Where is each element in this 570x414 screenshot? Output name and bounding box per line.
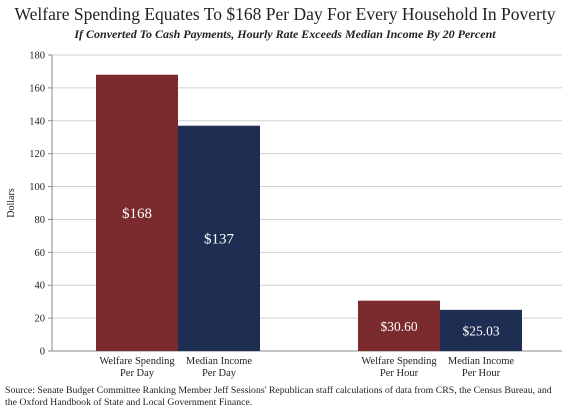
data-label: $168 [122, 206, 152, 222]
y-tick-label: 80 [35, 215, 46, 226]
bar [178, 125, 260, 351]
x-tick-label: Per Hour [380, 368, 419, 379]
y-tick-label: 60 [35, 248, 46, 259]
chart-subtitle: If Converted To Cash Payments, Hourly Ra… [74, 27, 496, 41]
x-tick-label: Median Income [186, 356, 253, 367]
bars [96, 74, 522, 351]
x-tick-label: Median Income [448, 356, 515, 367]
source-note: Source: Senate Budget Committee Ranking … [5, 385, 552, 408]
y-tick-label: 160 [29, 83, 45, 94]
y-tick-label: 100 [29, 182, 45, 193]
bar [96, 74, 178, 351]
bar [440, 309, 522, 351]
y-tick-label: 180 [29, 51, 45, 62]
y-tick-label: 140 [29, 116, 45, 127]
y-tick-label: 0 [40, 347, 45, 358]
y-tick-label: 40 [35, 281, 46, 292]
data-label: $137 [204, 231, 235, 247]
chart-title: Welfare Spending Equates To $168 Per Day… [14, 4, 556, 24]
y-tick-label: 20 [35, 314, 46, 325]
data-label: $25.03 [462, 323, 499, 338]
x-tick-label: Welfare Spending [361, 356, 437, 367]
y-axis-label: Dollars [6, 188, 17, 218]
x-tick-label: Per Day [202, 368, 237, 379]
x-tick-label: Per Hour [462, 368, 501, 379]
x-tick-label: Welfare Spending [99, 356, 175, 367]
y-tick-label: 120 [29, 149, 45, 160]
bar [358, 300, 440, 351]
x-tick-label: Per Day [120, 368, 155, 379]
data-label: $30.60 [380, 319, 417, 334]
